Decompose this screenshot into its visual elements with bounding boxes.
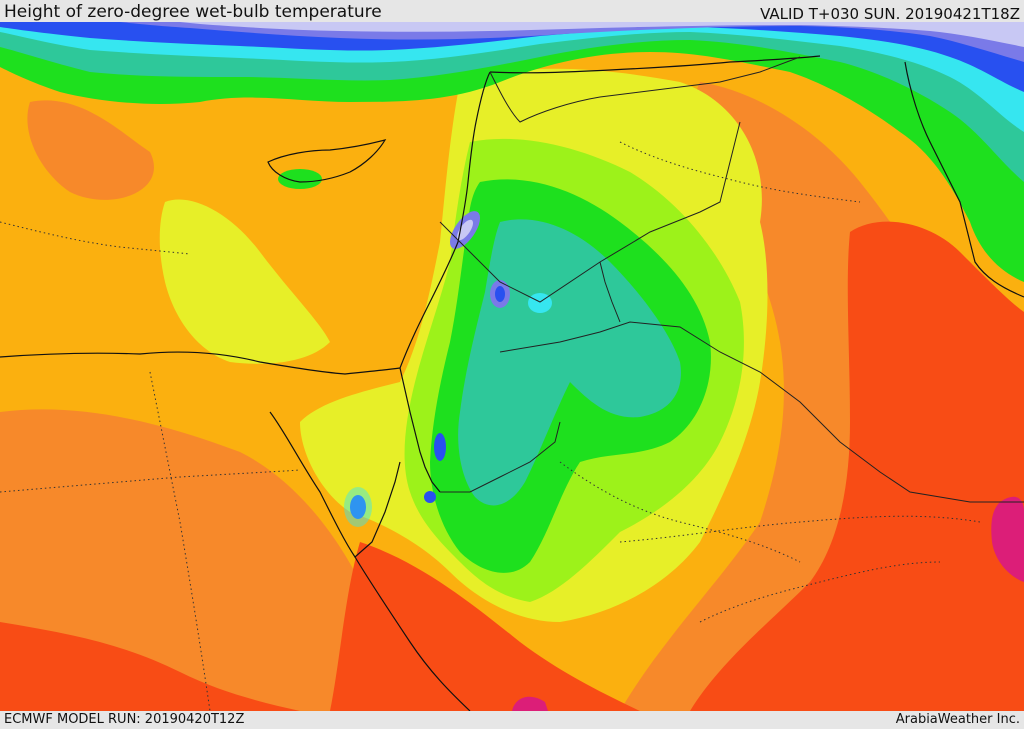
teal-zone	[458, 219, 681, 506]
valid-time: VALID T+030 SUN. 20190421T18Z	[760, 5, 1020, 23]
magenta-spot-east	[991, 496, 1024, 582]
blue-spot-sinai	[350, 495, 366, 519]
north-band-lavender	[180, 22, 1024, 47]
magenta-spot-south	[512, 696, 548, 711]
credit-label: ArabiaWeather Inc.	[895, 712, 1020, 727]
north-band-violet	[120, 22, 1024, 62]
map-title: Height of zero-degree wet-bulb temperatu…	[4, 2, 382, 22]
blue-spot-aqaba	[424, 491, 436, 503]
blue-spot-wadi	[434, 433, 446, 461]
red-zone-arabia	[690, 221, 1024, 711]
weather-map[interactable]	[0, 22, 1024, 711]
cyprus-green	[278, 169, 322, 189]
cyan-spot-sinai	[344, 487, 372, 527]
north-band-blue	[0, 22, 1024, 92]
yellow-zone-libya	[159, 199, 330, 364]
admin-dotted-lines	[0, 141, 981, 711]
red-zone-south	[330, 542, 640, 711]
model-run-label: ECMWF MODEL RUN: 20190420T12Z	[4, 712, 245, 727]
blue-spot-lebanon-core	[456, 219, 474, 241]
header-bar: Height of zero-degree wet-bulb temperatu…	[0, 0, 1024, 23]
coastlines	[0, 55, 1024, 711]
north-band-green	[0, 22, 1024, 282]
north-band-cyan	[0, 22, 1024, 132]
map-canvas	[0, 22, 1024, 711]
north-band-teal	[0, 22, 1024, 182]
borders	[439, 56, 1024, 503]
dark-orange-zone-sea	[27, 100, 154, 200]
footer-bar: ECMWF MODEL RUN: 20190420T12Z ArabiaWeat…	[0, 711, 1024, 729]
blue-spot-jordan-core	[495, 286, 505, 302]
red-zone-west	[0, 622, 300, 711]
